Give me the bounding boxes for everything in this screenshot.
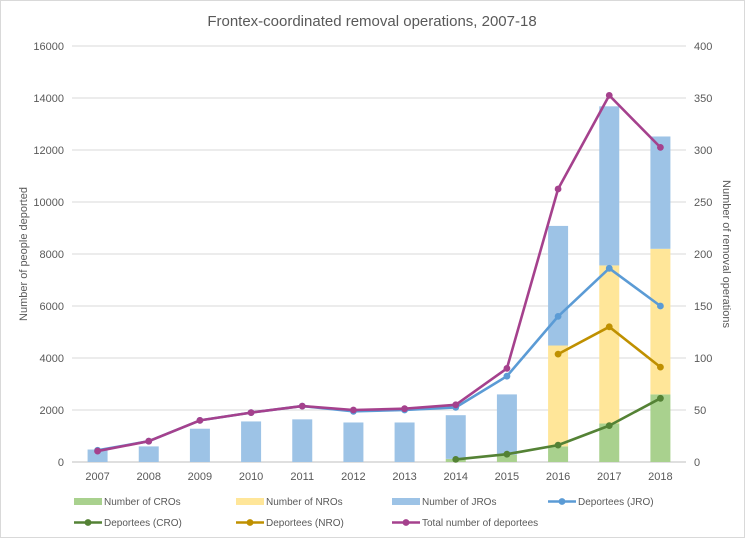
legend-label: Total number of deportees (422, 518, 538, 529)
data-point (657, 302, 664, 310)
bar-segment (496, 454, 517, 462)
legend-label: Number of JROs (422, 497, 496, 508)
data-point (605, 323, 613, 331)
y-tick-right: 250 (694, 197, 712, 209)
x-tick-label: 2010 (239, 471, 263, 483)
y-tick-left: 16000 (33, 41, 64, 53)
data-point (452, 401, 460, 409)
data-point (350, 406, 357, 414)
bar-segment (548, 345, 569, 447)
data-point (657, 144, 664, 151)
y-tick-left: 4000 (40, 353, 64, 365)
x-tick-label: 2018 (648, 471, 672, 483)
bars (87, 106, 671, 462)
legend-label: Number of NROs (266, 497, 343, 508)
data-point (605, 264, 613, 272)
series-line (97, 266, 662, 452)
legend-marker (84, 519, 92, 526)
bar-segment (292, 419, 313, 462)
y-tick-left: 8000 (40, 249, 64, 261)
data-point (196, 417, 204, 424)
bar-segment (343, 422, 364, 462)
data-point (94, 447, 101, 455)
legend-label: Deportees (NRO) (266, 518, 344, 529)
bar-segment (87, 449, 108, 462)
gridlines (72, 45, 686, 463)
y-tick-left: 14000 (33, 93, 64, 105)
y-axis-right-label: Number of removal operations (720, 180, 732, 328)
x-tick-label: 2011 (290, 471, 314, 483)
bar-segment (445, 415, 466, 459)
y-tick-right: 400 (694, 41, 712, 53)
y-tick-right: 0 (694, 457, 700, 469)
data-point (503, 450, 511, 458)
legend-swatch (392, 498, 420, 505)
data-point (554, 441, 562, 449)
bar-segment (548, 446, 569, 462)
bar-segment (650, 248, 671, 395)
bar-segment (548, 225, 569, 346)
x-tick-label: 2009 (188, 471, 212, 483)
bar-segment (650, 394, 671, 462)
legend-label: Deportees (JRO) (578, 497, 654, 508)
y-tick-left: 0 (58, 457, 64, 469)
y-tick-right: 300 (694, 145, 712, 157)
bar-segment (241, 421, 262, 462)
data-point (554, 185, 562, 193)
y-tick-right: 350 (694, 93, 712, 105)
legend-marker (402, 519, 410, 526)
data-point (554, 313, 562, 320)
bar-segment (189, 428, 210, 462)
y-axis-left-label: Number of people deported (18, 187, 30, 321)
x-tick-label: 2014 (444, 471, 468, 483)
y-tick-left: 6000 (40, 301, 64, 313)
y-tick-right: 100 (694, 353, 712, 365)
y-tick-left: 2000 (40, 405, 64, 417)
data-point (503, 372, 511, 380)
lines (94, 92, 664, 463)
bar-segment (599, 106, 620, 266)
x-tick-label: 2017 (597, 471, 621, 483)
bar-segment (650, 136, 671, 249)
bar-segment (138, 446, 159, 462)
legend-label: Number of CROs (104, 497, 181, 508)
x-tick-label: 2013 (392, 471, 416, 483)
x-tick-label: 2015 (495, 471, 519, 483)
y-tick-right: 50 (694, 405, 706, 417)
x-tick-label: 2016 (546, 471, 570, 483)
series-line (97, 94, 662, 453)
axes: 0 2000 4000 6000 8000 10000 12000 14000 16000 0 50… (33, 41, 712, 483)
y-tick-left: 12000 (33, 145, 64, 157)
x-tick-label: 2012 (341, 471, 365, 483)
x-tick-label: 2007 (85, 471, 109, 483)
chart-title: Frontex-coordinated removal operations, … (207, 13, 536, 30)
legend-marker (558, 498, 566, 505)
legend: Number of CROs Number of NROs Number of JR… (74, 497, 654, 529)
data-point (401, 405, 408, 413)
bar-segment (599, 423, 620, 462)
x-tick-label: 2008 (137, 471, 161, 483)
data-point (605, 92, 613, 99)
y-tick-right: 200 (694, 249, 712, 261)
legend-marker (246, 519, 254, 526)
data-point (145, 437, 153, 445)
bar-segment (394, 422, 415, 462)
bar-segment (496, 394, 517, 455)
data-point (298, 402, 306, 410)
bar-segment (599, 265, 620, 424)
data-point (554, 350, 562, 358)
data-point (657, 394, 664, 402)
data-point (657, 363, 664, 371)
data-point (452, 456, 460, 463)
data-point (605, 422, 613, 429)
legend-label: Deportees (CRO) (104, 518, 182, 529)
legend-swatch (74, 498, 102, 505)
data-point (503, 365, 511, 372)
y-tick-left: 10000 (33, 197, 64, 209)
legend-swatch (236, 498, 264, 505)
data-point (247, 409, 255, 416)
y-tick-right: 150 (694, 301, 712, 313)
